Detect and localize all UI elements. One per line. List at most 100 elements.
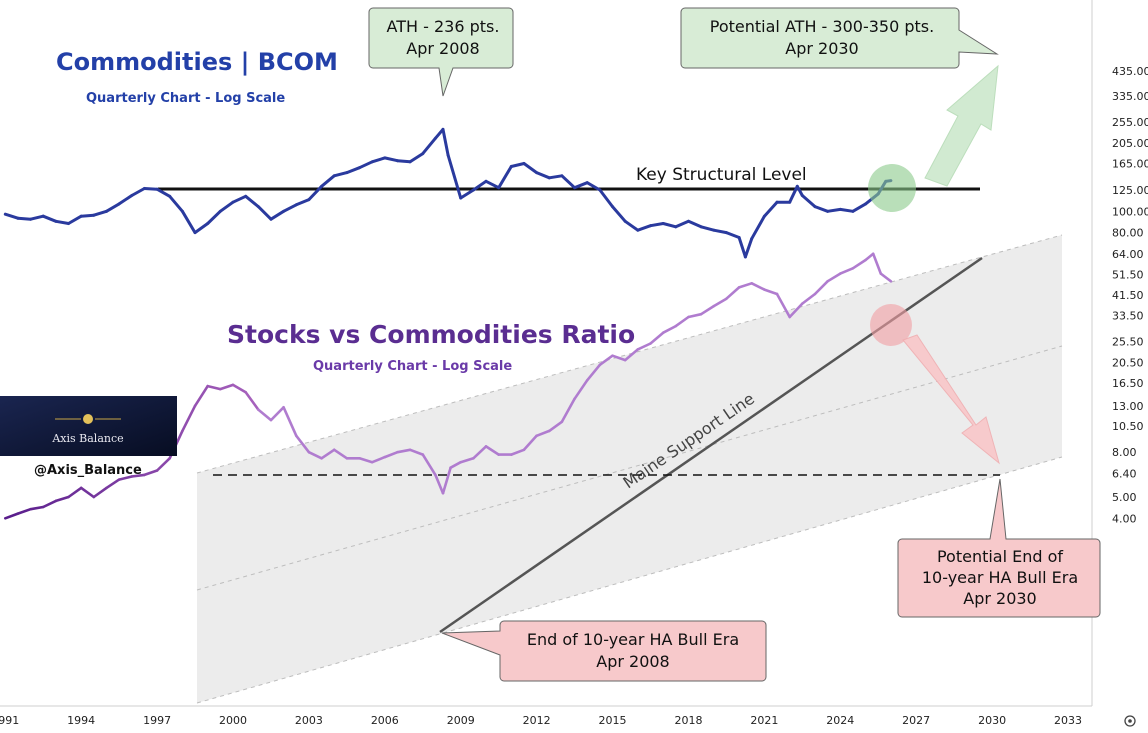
ratio-line-segment	[143, 469, 159, 477]
ratio-line-segment	[750, 281, 766, 291]
x-tick-label: 2006	[371, 714, 399, 727]
ratio-line-segment	[79, 486, 96, 499]
ratio-line-segment	[41, 499, 58, 509]
y-tick-label: 4.00	[1112, 512, 1137, 525]
bcom-line-segment	[79, 213, 96, 218]
ratio-line-segment	[219, 383, 235, 391]
ratio-line-segment	[560, 397, 576, 424]
ratio-line-segment	[737, 281, 754, 289]
ratio-line-segment	[687, 312, 703, 319]
ratio-line-segment	[879, 272, 893, 283]
settings-gear-icon[interactable]	[1124, 715, 1136, 727]
bcom-line-segment	[105, 202, 121, 213]
y-tick-label: 165.00	[1112, 158, 1148, 171]
bcom-line-segment	[446, 153, 463, 200]
bcom-line-segment	[788, 184, 799, 204]
bcom-line-segment	[712, 228, 728, 235]
x-tick-label: 2027	[902, 714, 930, 727]
potential-ath-line1: Potential ATH - 300-350 pts.	[710, 17, 934, 36]
x-tick-label: 2018	[674, 714, 702, 727]
ratio-line-segment	[434, 473, 445, 495]
y-tick-label: 25.50	[1112, 336, 1144, 349]
y-tick-label: 8.00	[1112, 446, 1137, 459]
ratio-projection-arrow	[902, 334, 1000, 465]
bcom-line-segment	[800, 194, 817, 209]
bcom-line-segment	[231, 194, 248, 204]
ratio-line-segment	[294, 434, 311, 454]
bcom-line-segment	[433, 127, 445, 140]
ratio-line-segment	[838, 266, 855, 275]
x-tick-label: 2015	[599, 714, 627, 727]
bcom-line-segment	[762, 200, 779, 218]
y-axis-ticks: 435.00 335.00 255.00 205.00 165.00 125.00 100.…	[1112, 65, 1148, 525]
y-tick-label: 51.50	[1112, 269, 1144, 282]
ratio-line-segment	[441, 466, 452, 495]
ratio-title: Stocks vs Commodities Ratio	[227, 320, 635, 349]
ratio-line-segment	[674, 315, 690, 328]
ratio-line-segment	[661, 324, 678, 335]
channel-upper-line	[196, 234, 1063, 474]
bcom-line-segment	[813, 205, 830, 213]
ratio-line-segment	[788, 302, 804, 319]
bcom-line-segment	[585, 181, 602, 192]
ratio-line-segment	[472, 445, 488, 460]
ratio-line-segment	[155, 456, 171, 472]
ratio-line-segment	[573, 378, 589, 401]
ratio-line-segment	[130, 473, 146, 478]
series-group	[3, 127, 893, 520]
ratio-series	[4, 252, 893, 520]
ratio-line-segment	[649, 331, 665, 345]
bcom-line-segment	[218, 200, 235, 213]
x-tick-label: 1991	[0, 714, 19, 727]
x-tick-label: 2030	[978, 714, 1006, 727]
bcom-line-segment	[598, 188, 614, 209]
bcom-line-segment	[358, 160, 374, 170]
bcom-line-segment	[92, 209, 108, 217]
bcom-line-segment	[421, 136, 437, 156]
bcom-subtitle: Quarterly Chart - Log Scale	[86, 91, 285, 106]
bcom-line-segment	[320, 174, 336, 188]
bcom-line-segment	[16, 216, 33, 221]
bcom-line-segment	[155, 187, 172, 198]
brand-logo-icon	[83, 414, 93, 424]
y-tick-label: 335.00	[1112, 90, 1148, 103]
ratio-breakdown-marker	[870, 304, 912, 346]
ratio-line-segment	[269, 405, 285, 422]
brand-handle[interactable]: @Axis_Balance	[34, 463, 142, 478]
bcom-line-segment	[661, 222, 678, 229]
ratio-line-segment	[871, 252, 883, 275]
ratio-line-segment	[585, 363, 602, 382]
y-tick-label: 13.00	[1112, 400, 1144, 413]
bcom-line-segment	[244, 194, 260, 209]
end-bull-era-line1: End of 10-year HA Bull Era	[527, 630, 739, 649]
bcom-line-segment	[370, 156, 387, 164]
ratio-line-segment	[29, 505, 45, 511]
ratio-line-segment	[408, 448, 425, 456]
bcom-line-segment	[459, 188, 475, 200]
bcom-line-segment	[838, 207, 855, 213]
bcom-line-segment	[687, 219, 703, 229]
x-tick-label: 1994	[67, 714, 95, 727]
bcom-line-segment	[117, 194, 134, 206]
ratio-line-segment	[4, 512, 20, 520]
ratio-line-segment	[636, 342, 652, 351]
bcom-line-segment	[509, 162, 526, 168]
y-tick-label: 20.50	[1112, 356, 1144, 369]
bcom-line-segment	[282, 203, 298, 213]
ratio-line-segment	[535, 429, 551, 438]
ratio-line-segment	[826, 272, 842, 283]
channel-lower-line	[196, 456, 1063, 704]
ratio-line-segment	[193, 384, 209, 408]
x-tick-label: 2012	[523, 714, 551, 727]
bcom-line-segment	[206, 209, 222, 225]
bcom-projection-arrow	[924, 64, 999, 187]
bcom-breakout-marker	[868, 164, 916, 212]
ratio-line-segment	[547, 420, 564, 433]
ratio-line-segment	[421, 453, 437, 477]
y-tick-label: 255.00	[1112, 116, 1148, 129]
ratio-line-segment	[231, 383, 247, 394]
bcom-line-segment	[535, 171, 551, 180]
ratio-line-segment	[775, 292, 792, 319]
bcom-line-segment	[636, 224, 652, 232]
potential-end-callout: Potential End of 10-year HA Bull Era Apr…	[897, 478, 1101, 618]
